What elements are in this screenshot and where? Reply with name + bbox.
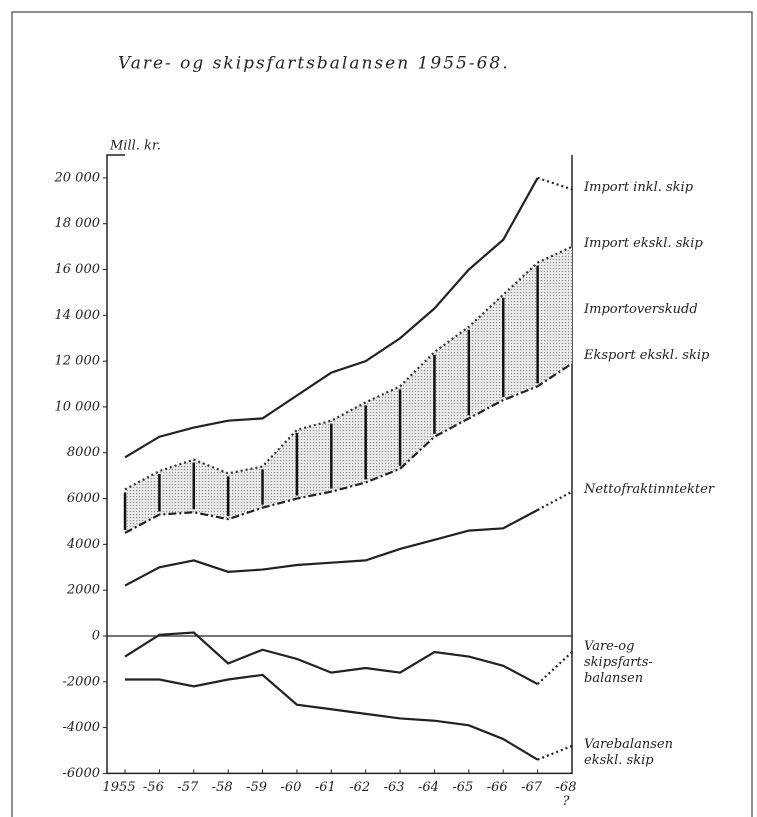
series-line-projection [537, 176, 573, 191]
y-tick-label: 4000 [66, 537, 100, 552]
y-tick-label: -4000 [63, 720, 100, 735]
legend-label: Import inkl. skip [584, 180, 694, 195]
x-tick-label: -62 [349, 780, 370, 795]
series-line-projection [537, 490, 573, 511]
x-tick-label: -61 [315, 780, 336, 795]
y-tick-label: 2000 [66, 583, 100, 598]
x-note: ? [563, 794, 571, 809]
series-line-projection [536, 651, 573, 685]
x-tick-label: -64 [418, 780, 439, 795]
y-tick-label: 14 000 [55, 308, 101, 323]
x-tick-label: -66 [487, 780, 508, 795]
area-label: Importoverskudd [584, 302, 698, 317]
legend-label: Nettofraktinntekter [584, 482, 715, 497]
y-tick-label: 10 000 [55, 399, 101, 414]
x-tick-label: 1955 [102, 780, 135, 795]
x-tick-label: -67 [521, 780, 543, 795]
y-tick-label: 6000 [67, 491, 100, 506]
legend-label: Vare-og skipsfarts-balansen [584, 639, 653, 686]
x-tick-label: -68 [556, 780, 577, 795]
legend-label: Eksport ekskl. skip [584, 348, 710, 363]
frame [11, 11, 753, 817]
x-tick-label: -63 [384, 780, 405, 795]
series-line [124, 245, 573, 491]
series-line [124, 509, 539, 587]
import-surplus-area [125, 246, 572, 533]
y-tick-label: 20 000 [54, 170, 101, 185]
y-tick-label: 0 [92, 628, 100, 643]
y-tick-label: 16 000 [55, 262, 101, 277]
x-tick-label: -65 [452, 780, 473, 795]
series-line [125, 673, 539, 761]
y-tick-label: 8000 [67, 445, 100, 460]
y-tick-label: 12 000 [55, 354, 101, 369]
y-axis-label: Mill. kr. [109, 139, 161, 154]
x-tick-label: -56 [143, 780, 164, 795]
y-tick-label: -2000 [63, 674, 100, 689]
x-tick-label: -60 [280, 780, 301, 795]
chart-title: Vare- og skipsfartsbalansen 1955-68. [118, 54, 510, 74]
x-tick-label: -57 [177, 780, 199, 795]
series-line-projection [537, 744, 573, 761]
legend-label: Import ekskl. skip [584, 236, 703, 251]
y-tick-label: 18 000 [55, 216, 101, 231]
y-tick-label: -6000 [63, 766, 100, 781]
legend-label: Varebalansen ekskl. skip [584, 737, 673, 768]
series-line [124, 631, 539, 686]
series-line [124, 362, 573, 534]
series-line [124, 177, 539, 459]
x-tick-label: -58 [212, 780, 233, 795]
x-tick-label: -59 [246, 780, 267, 795]
